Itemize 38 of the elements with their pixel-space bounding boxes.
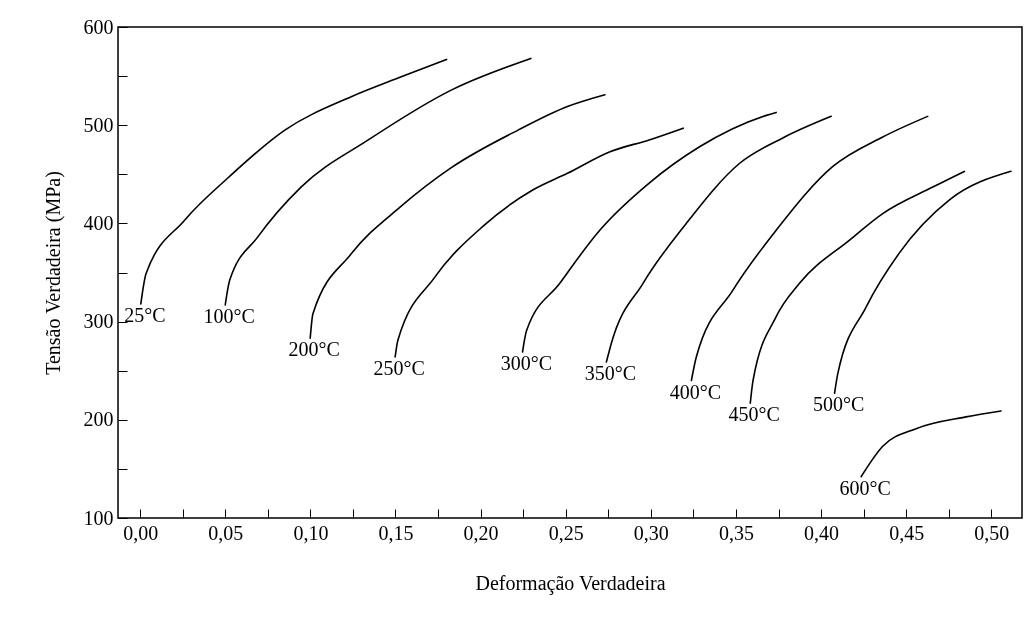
series-label: 600°C [839, 476, 891, 499]
series-label: 100°C [203, 304, 255, 327]
x-tick-label: 0,50 [974, 521, 1010, 544]
y-tick-label: 200 [83, 408, 114, 431]
line-series [605, 115, 832, 363]
y-tick-label: 100 [83, 506, 114, 529]
y-tick-label: 300 [83, 310, 114, 333]
series-label: 300°C [500, 352, 553, 375]
series-label: 25°C [124, 303, 166, 326]
line-series [521, 111, 777, 353]
x-tick-label: 0,15 [378, 521, 414, 544]
y-tick-label: 500 [83, 113, 114, 136]
x-tick-label: 0,30 [633, 521, 669, 544]
x-tick-label: 0,10 [293, 521, 329, 544]
x-axis-title: Deformação Verdadeira [475, 571, 666, 595]
x-tick-label: 0,35 [718, 521, 754, 544]
x-tick-label: 0,20 [463, 521, 499, 544]
series-label: 500°C [812, 393, 865, 416]
line-series [833, 170, 1012, 395]
y-axis-title: Tensão Verdadeira (MPa) [41, 171, 65, 375]
series-label: 450°C [728, 403, 780, 426]
x-tick-label: 0,45 [889, 521, 925, 544]
x-tick-label: 0,00 [123, 521, 159, 544]
line-series [224, 57, 532, 306]
series-label: 400°C [669, 380, 722, 403]
line-series [690, 115, 929, 382]
x-tick-label: 0,40 [804, 521, 840, 544]
series-label: 250°C [373, 356, 425, 379]
y-tick-label: 400 [83, 211, 114, 234]
x-tick-label: 0,05 [208, 521, 244, 544]
series-label: 200°C [288, 338, 340, 361]
line-series [860, 410, 1002, 478]
y-tick-label: 600 [83, 15, 114, 38]
line-series [309, 93, 606, 340]
series-label: 350°C [584, 361, 637, 384]
x-tick-label: 0,25 [548, 521, 584, 544]
line-series [394, 127, 685, 358]
line-series [140, 58, 448, 305]
